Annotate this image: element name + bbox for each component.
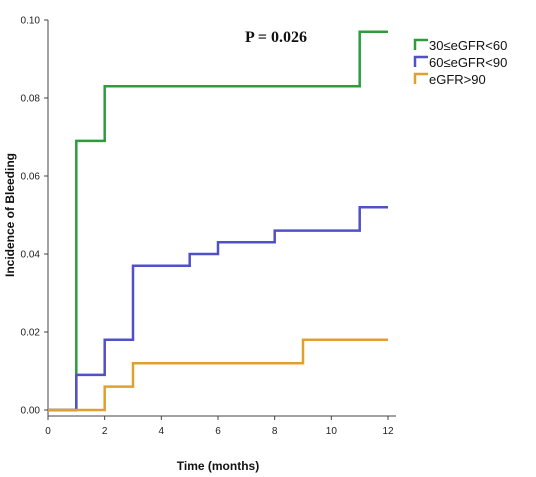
legend-label: 30≤eGFR<60 bbox=[429, 38, 507, 53]
series-line-3 bbox=[48, 338, 388, 412]
series-line-1 bbox=[48, 30, 388, 412]
x-ticks: 0 2 4 6 8 10 12 bbox=[45, 416, 394, 437]
x-axis-title: Time (months) bbox=[177, 459, 259, 473]
y-tick-label: 0.00 bbox=[21, 406, 41, 417]
x-tick-label: 6 bbox=[215, 426, 221, 437]
y-tick-label: 0.10 bbox=[21, 16, 41, 27]
legend-label: eGFR>90 bbox=[429, 72, 486, 87]
legend-swatch bbox=[413, 72, 428, 84]
y-tick-label: 0.08 bbox=[21, 94, 41, 105]
x-tick-label: 8 bbox=[272, 426, 278, 437]
legend: 30≤eGFR<60 60≤eGFR<90 eGFR>90 bbox=[413, 38, 507, 87]
legend-label: 60≤eGFR<90 bbox=[429, 55, 507, 70]
y-tick-label: 0.06 bbox=[21, 172, 41, 183]
y-ticks: 0.00 0.02 0.04 0.06 0.08 0.10 bbox=[21, 16, 48, 417]
series-lines bbox=[48, 30, 388, 412]
p-value-annotation: P = 0.026 bbox=[245, 29, 307, 46]
x-tick-label: 0 bbox=[45, 426, 51, 437]
y-tick-label: 0.04 bbox=[21, 250, 41, 261]
x-tick-label: 4 bbox=[159, 426, 165, 437]
legend-swatch bbox=[413, 55, 428, 67]
x-tick-label: 12 bbox=[382, 426, 394, 437]
x-tick-label: 10 bbox=[326, 426, 338, 437]
y-axis-title: Incidence of Bleeding bbox=[3, 153, 17, 277]
legend-swatch bbox=[413, 38, 428, 50]
series-line-2 bbox=[48, 205, 388, 412]
plot-area: 0.00 0.02 0.04 0.06 0.08 0.10 0 2 4 6 8 10 12 bbox=[21, 16, 396, 437]
y-tick-label: 0.02 bbox=[21, 328, 41, 339]
x-tick-label: 2 bbox=[102, 426, 108, 437]
